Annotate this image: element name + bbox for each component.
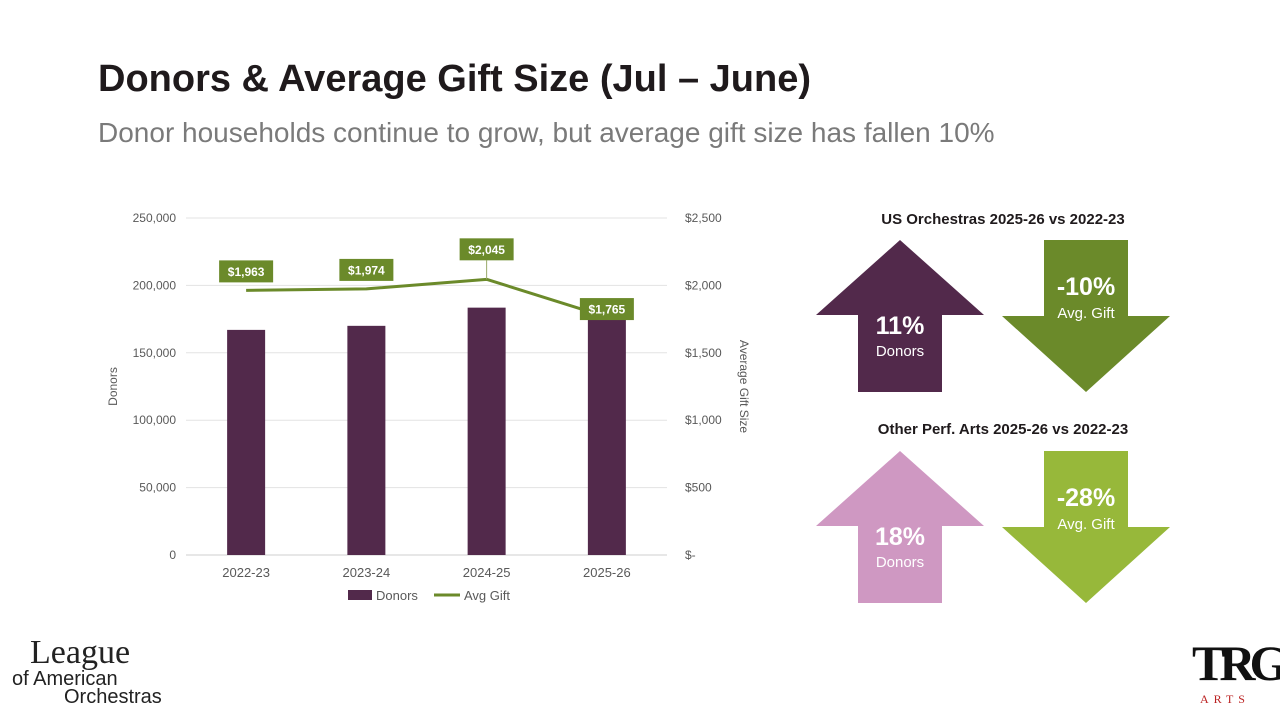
x-tick-label: 2025-26: [583, 565, 631, 580]
data-label-box: [219, 260, 274, 283]
league-of-american-orchestras-logo: League of American Orchestras: [12, 634, 212, 714]
y2-tick-label: $1,000: [685, 413, 722, 427]
bar-donors: [587, 308, 626, 555]
legend-label-avg-gift: Avg Gift: [464, 588, 510, 603]
trg-logo-sub: ARTS: [1200, 692, 1250, 706]
data-label: $1,974: [348, 263, 385, 277]
y2-tick-label: $-: [685, 548, 696, 562]
x-tick-label: 2023-24: [343, 565, 391, 580]
bar-donors: [467, 307, 506, 555]
y-axis-title: Donors: [106, 367, 120, 406]
y2-tick-label: $500: [685, 481, 712, 495]
data-label-box: [459, 238, 514, 261]
y2-tick-label: $1,500: [685, 346, 722, 360]
down-arrow-icon: [1002, 240, 1170, 392]
trg-logo-mark: TRG: [1192, 635, 1280, 691]
down-arrow-value: -28%: [1056, 484, 1116, 512]
up-arrow-label: Donors: [875, 554, 925, 571]
up-arrow-icon: [816, 451, 984, 603]
down-arrow-label: Avg. Gift: [1057, 305, 1115, 322]
y2-axis-title: Average Gift Size: [737, 340, 751, 433]
logo-line-orchestras: Orchestras: [64, 686, 162, 708]
bar-donors: [227, 329, 266, 555]
page-title: Donors & Average Gift Size (Jul – June): [98, 58, 812, 100]
down-arrow-other-avg-gift: -28% Avg. Gift: [1002, 451, 1170, 603]
down-arrow-shape: [1002, 240, 1170, 392]
data-label: $2,045: [468, 243, 505, 257]
logo-line-of-american: of American: [12, 668, 118, 690]
down-arrow-value: -10%: [1056, 273, 1116, 301]
up-arrow-value: 11%: [875, 312, 925, 340]
y2-tick-label: $2,000: [685, 278, 722, 292]
bar-donors: [347, 325, 386, 555]
up-arrow-shape: [816, 240, 984, 392]
panel-title-other-perf-arts: Other Perf. Arts 2025-26 vs 2022-23: [877, 421, 1129, 438]
up-arrow-other-donors: 18% Donors: [816, 451, 984, 603]
page-subtitle: Donor households continue to grow, but a…: [98, 117, 995, 148]
y-tick-label: 250,000: [133, 211, 177, 225]
line-avg-gift: [246, 277, 608, 319]
y-tick-label: 100,000: [133, 413, 177, 427]
down-arrow-icon: [1002, 451, 1170, 603]
up-arrow-shape: [816, 451, 984, 603]
down-arrow-us-avg-gift: -10% Avg. Gift: [1002, 240, 1170, 392]
y-tick-label: 200,000: [133, 278, 177, 292]
data-label-box: [339, 258, 394, 281]
x-tick-label: 2024-25: [463, 565, 511, 580]
data-label: $1,765: [589, 303, 626, 317]
data-label-box: [579, 298, 634, 321]
y-tick-label: 50,000: [139, 481, 176, 495]
up-arrow-label: Donors: [875, 343, 925, 360]
y-tick-label: 150,000: [133, 346, 177, 360]
trg-arts-logo: TRG ARTS: [1188, 635, 1280, 712]
panel-title-us-orchestras: US Orchestras 2025-26 vs 2022-23: [881, 211, 1125, 228]
y2-tick-label: $2,500: [685, 211, 722, 225]
data-label: $1,963: [228, 265, 265, 279]
donors-avg-gift-chart: 0 50,000 100,000 150,000 200,000 250,000 $- $50…: [106, 211, 751, 603]
up-arrow-us-donors: 11% Donors: [816, 240, 984, 392]
legend-label-donors: Donors: [376, 588, 418, 603]
logo-line-league: League: [30, 634, 131, 671]
down-arrow-label: Avg. Gift: [1057, 516, 1115, 533]
up-arrow-value: 18%: [874, 523, 926, 551]
y-tick-label: 0: [169, 548, 176, 562]
x-tick-label: 2022-23: [222, 565, 270, 580]
up-arrow-icon: [816, 240, 984, 392]
legend-swatch-donors: [348, 590, 372, 600]
down-arrow-shape: [1002, 451, 1170, 603]
